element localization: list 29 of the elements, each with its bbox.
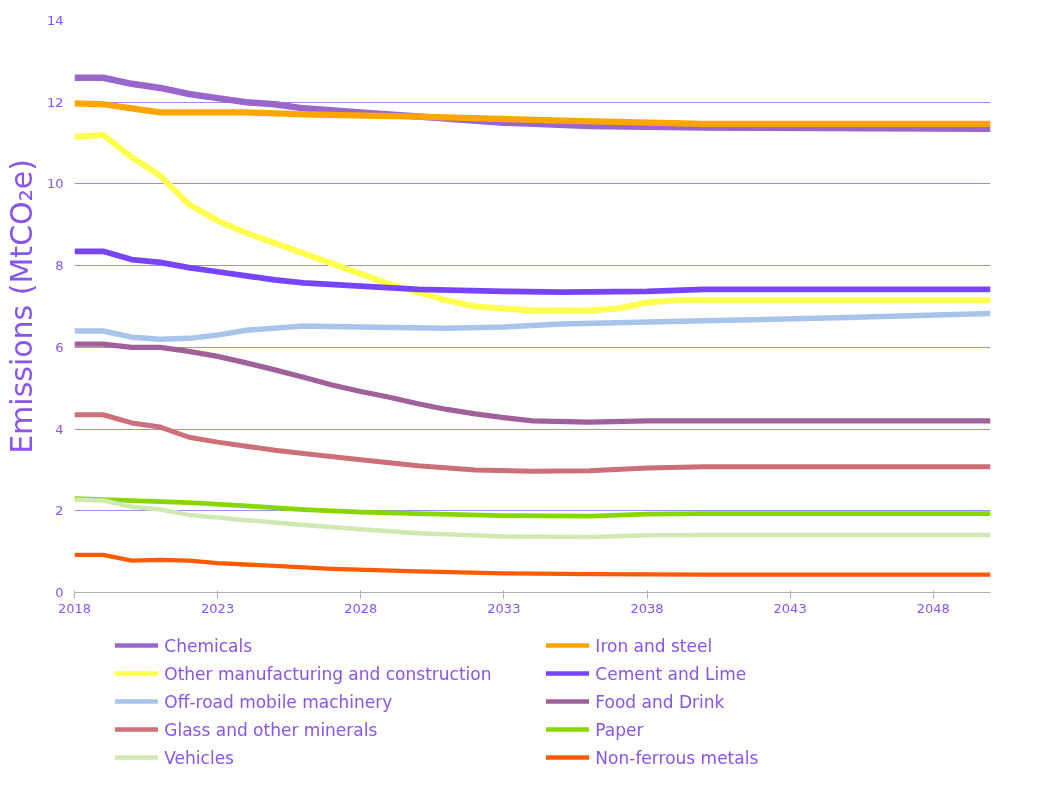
legend-label: Glass and other minerals [164,719,378,740]
x-tick-label: 2033 [487,600,521,616]
x-tick-label: 2023 [201,600,235,616]
legend-label: Non-ferrous metals [595,747,759,768]
y-tick-label: 10 [46,176,64,192]
y-tick-label: 0 [55,585,64,600]
line-series [74,552,991,577]
legend-label: Off-road mobile machinery [164,691,393,712]
y-tick-label: 6 [55,339,64,355]
y-tick-label: 4 [55,421,64,437]
x-tick-label: 2018 [57,600,92,616]
y-tick-label: 12 [46,94,64,110]
x-tick-label: 2048 [916,600,950,616]
legend-label: Food and Drink [595,691,725,712]
legend-label: Cement and Lime [595,663,747,684]
y-axis-title: Emissions (MtCO₂e) [3,159,39,454]
line-series [74,497,991,540]
legend-label: Iron and steel [595,635,713,656]
legend-label: Paper [595,719,644,740]
x-tick-label: 2038 [630,600,664,616]
x-tick-label: 2028 [344,600,378,616]
legend-label: Chemicals [164,635,253,656]
x-tick-label: 2043 [773,600,807,616]
y-tick-label: 8 [55,258,64,274]
legend-label: Other manufacturing and construction [164,663,492,684]
legend-label: Vehicles [164,747,235,768]
line-series [74,496,991,519]
y-tick-label: 14 [46,13,64,28]
y-tick-label: 2 [55,503,64,519]
